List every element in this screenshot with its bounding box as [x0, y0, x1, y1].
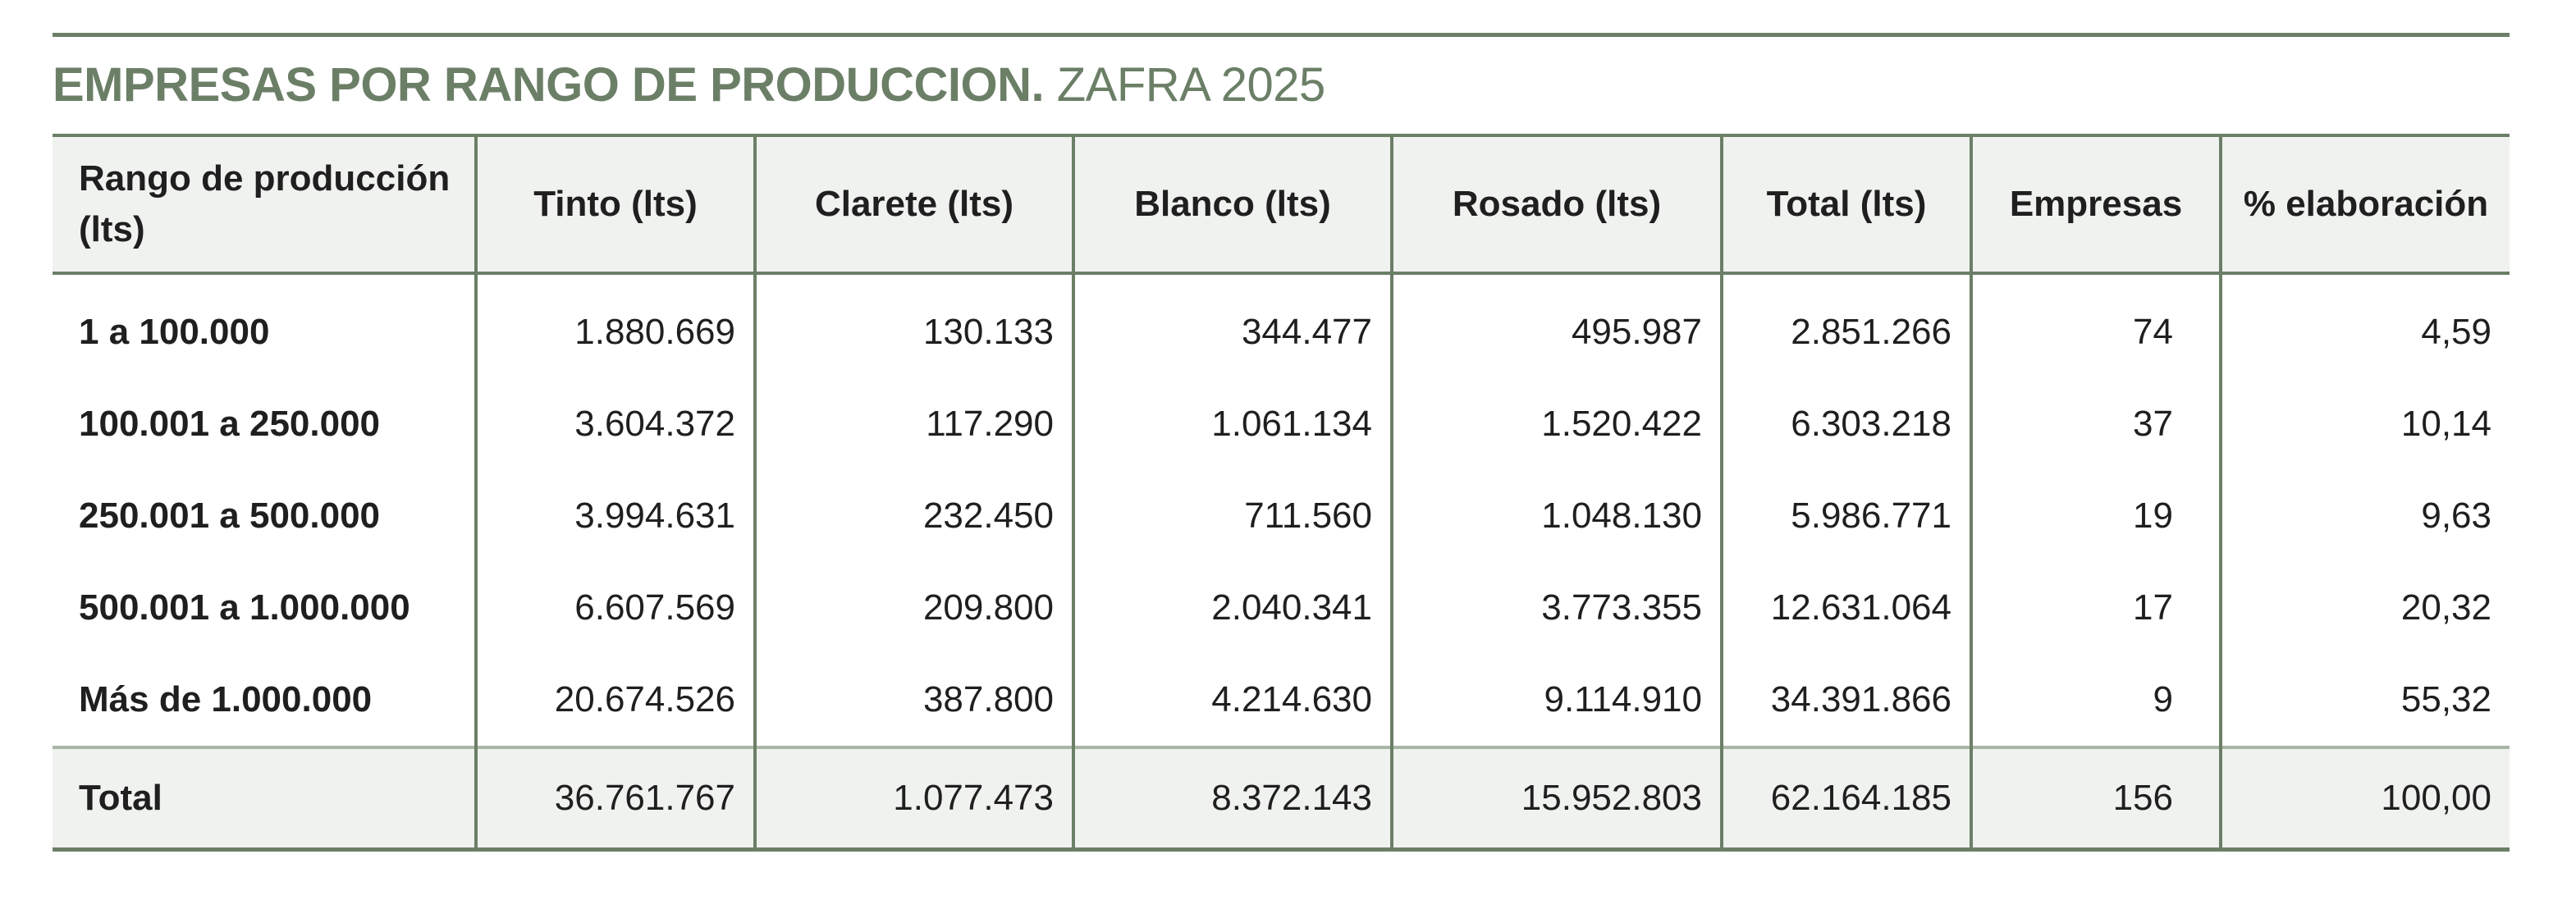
cell-empresas: 19	[1970, 470, 2221, 562]
cell-blanco: 2.040.341	[1072, 562, 1392, 654]
cell-blanco: 1.061.134	[1072, 378, 1392, 470]
cell-range: 500.001 a 1.000.000	[79, 587, 410, 628]
cell-empresas: 17	[1970, 562, 2221, 654]
table-header: Rango de producción (lts) Tinto (lts) Cl…	[53, 135, 2510, 273]
cell-empresas: 74	[1970, 273, 2221, 378]
header-clarete: Clarete (lts)	[753, 135, 1073, 273]
cell-clarete: 209.800	[753, 562, 1073, 654]
table-row: 500.001 a 1.000.000 6.607.569 209.800 2.…	[53, 562, 2510, 654]
cell-total: 6.303.218	[1720, 378, 1971, 470]
table-row: 1 a 100.000 1.880.669 130.133 344.477 49…	[53, 273, 2510, 378]
table-body: 1 a 100.000 1.880.669 130.133 344.477 49…	[53, 273, 2510, 850]
table-row: Más de 1.000.000 20.674.526 387.800 4.21…	[53, 654, 2510, 747]
cell-total: 34.391.866	[1720, 654, 1971, 747]
header-rosado: Rosado (lts)	[1390, 135, 1722, 273]
table-row: 250.001 a 500.000 3.994.631 232.450 711.…	[53, 470, 2510, 562]
header-elaboracion: % elaboración	[2219, 135, 2510, 273]
header-row: Rango de producción (lts) Tinto (lts) Cl…	[53, 135, 2510, 273]
cell-empresas: 37	[1970, 378, 2221, 470]
cell-total: 2.851.266	[1720, 273, 1971, 378]
cell-tinto: 1.880.669	[474, 273, 755, 378]
cell-elaboracion: 4,59	[2219, 273, 2510, 378]
total-label: Total	[79, 778, 162, 818]
cell-clarete: 117.290	[753, 378, 1073, 470]
table-row: 100.001 a 250.000 3.604.372 117.290 1.06…	[53, 378, 2510, 470]
cell-tinto: 3.604.372	[474, 378, 755, 470]
cell-rosado: 9.114.910	[1390, 654, 1722, 747]
total-empresas: 156	[1970, 747, 2221, 850]
total-clarete: 1.077.473	[753, 747, 1073, 850]
cell-clarete: 232.450	[753, 470, 1073, 562]
title-main: EMPRESAS POR RANGO DE PRODUCCION.	[53, 58, 1045, 112]
cell-elaboracion: 20,32	[2219, 562, 2510, 654]
cell-range: 1 a 100.000	[79, 312, 270, 352]
cell-elaboracion: 9,63	[2219, 470, 2510, 562]
cell-blanco: 4.214.630	[1072, 654, 1392, 747]
cell-clarete: 387.800	[753, 654, 1073, 747]
total-blanco: 8.372.143	[1072, 747, 1392, 850]
cell-tinto: 6.607.569	[474, 562, 755, 654]
total-elaboracion: 100,00	[2219, 747, 2510, 850]
cell-rosado: 3.773.355	[1390, 562, 1722, 654]
cell-blanco: 711.560	[1072, 470, 1392, 562]
cell-rosado: 1.048.130	[1390, 470, 1722, 562]
cell-elaboracion: 55,32	[2219, 654, 2510, 747]
top-rule	[53, 33, 2510, 37]
total-tinto: 36.761.767	[474, 747, 755, 850]
header-blanco: Blanco (lts)	[1072, 135, 1392, 273]
cell-tinto: 3.994.631	[474, 470, 755, 562]
title-season: ZAFRA 2025	[1056, 58, 1326, 112]
cell-rosado: 495.987	[1390, 273, 1722, 378]
cell-total: 12.631.064	[1720, 562, 1971, 654]
total-row: Total 36.761.767 1.077.473 8.372.143 15.…	[53, 747, 2510, 850]
table-title: EMPRESAS POR RANGO DE PRODUCCION. ZAFRA …	[53, 37, 2510, 134]
cell-total: 5.986.771	[1720, 470, 1971, 562]
cell-clarete: 130.133	[753, 273, 1073, 378]
cell-rosado: 1.520.422	[1390, 378, 1722, 470]
header-empresas: Empresas	[1970, 135, 2221, 273]
total-rosado: 15.952.803	[1390, 747, 1722, 850]
cell-blanco: 344.477	[1072, 273, 1392, 378]
cell-tinto: 20.674.526	[474, 654, 755, 747]
total-total: 62.164.185	[1720, 747, 1971, 850]
table-frame: EMPRESAS POR RANGO DE PRODUCCION. ZAFRA …	[53, 33, 2510, 852]
header-range: Rango de producción (lts)	[79, 158, 451, 249]
cell-elaboracion: 10,14	[2219, 378, 2510, 470]
cell-range: 250.001 a 500.000	[79, 496, 381, 536]
cell-range: Más de 1.000.000	[79, 679, 373, 719]
cell-empresas: 9	[1970, 654, 2221, 747]
header-tinto: Tinto (lts)	[474, 135, 755, 273]
header-total: Total (lts)	[1720, 135, 1971, 273]
cell-range: 100.001 a 250.000	[79, 404, 381, 444]
production-table: Rango de producción (lts) Tinto (lts) Cl…	[53, 134, 2510, 852]
